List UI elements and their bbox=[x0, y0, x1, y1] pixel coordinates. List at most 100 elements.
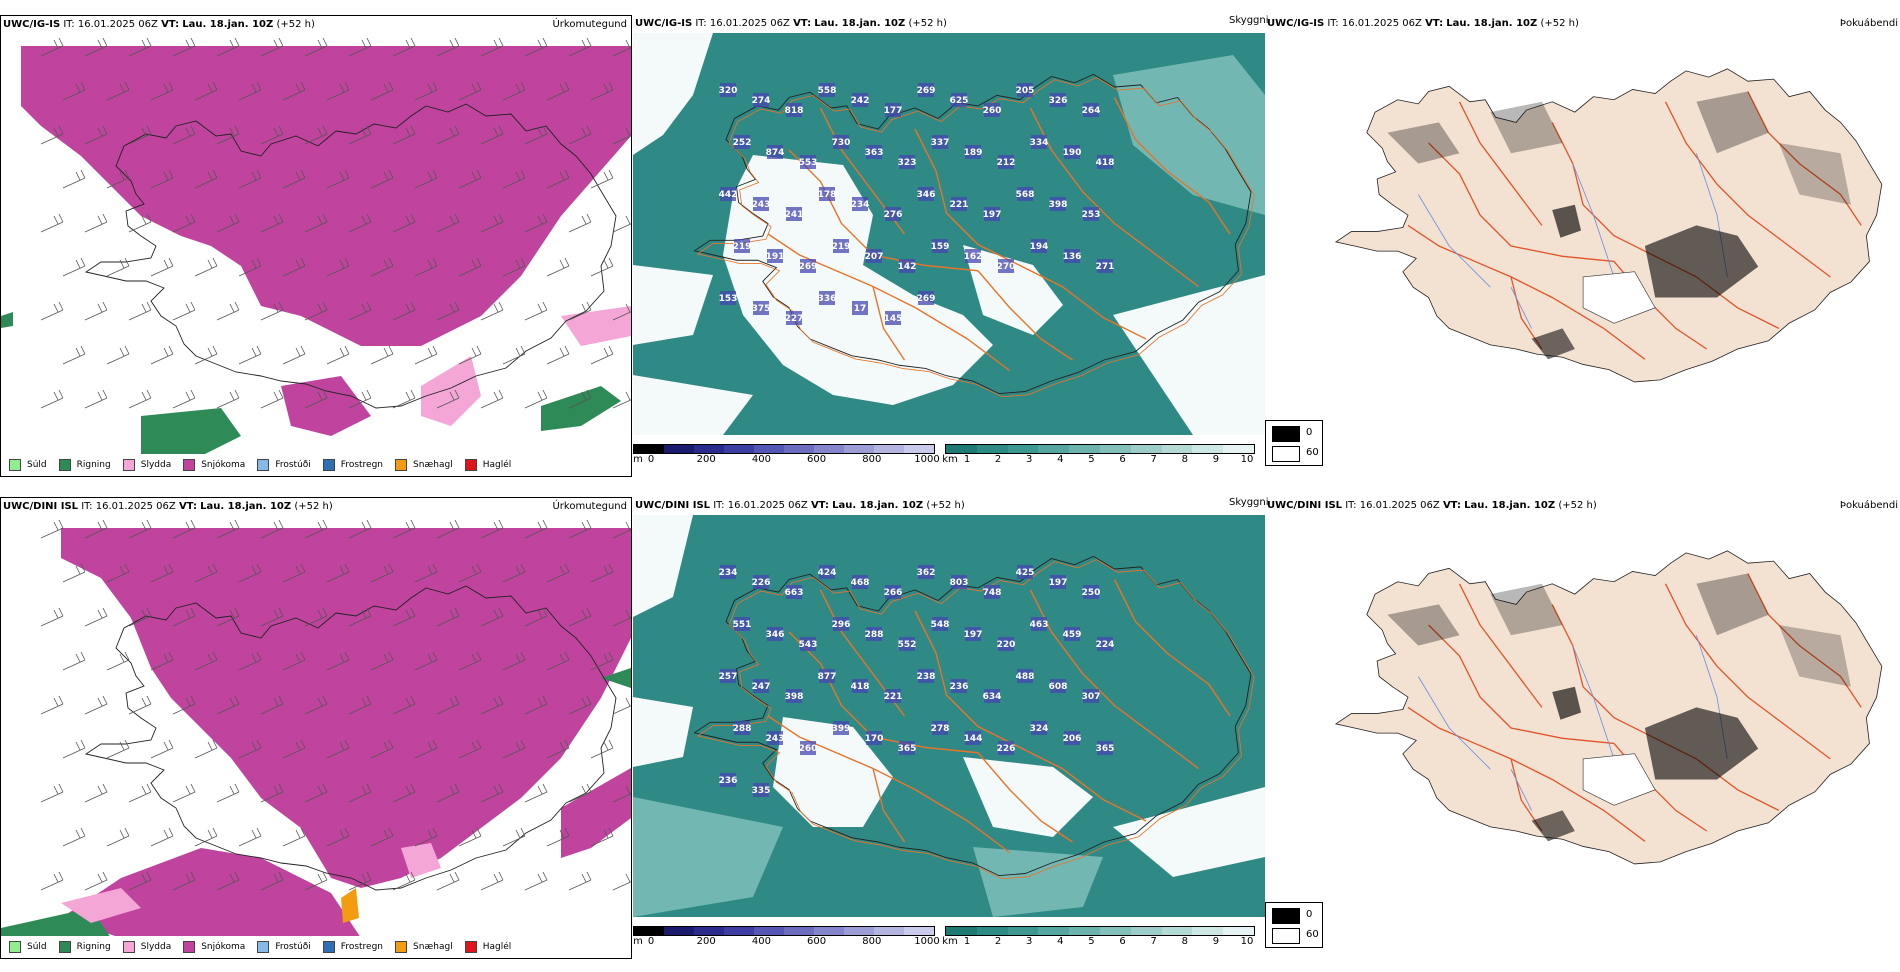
cloud-base-label: 226 bbox=[752, 578, 771, 588]
cloud-base-cell bbox=[786, 311, 802, 325]
cloud-base-label: 375 bbox=[752, 304, 771, 314]
cloud-base-label: 288 bbox=[865, 630, 884, 640]
cloud-base-label: 877 bbox=[818, 672, 837, 682]
cloud-base-label: 346 bbox=[917, 190, 936, 200]
cloud-base-cell bbox=[885, 207, 901, 221]
cloud-base-label: 346 bbox=[766, 630, 785, 640]
cloud-base-label: 336 bbox=[818, 294, 837, 304]
cloud-base-label: 558 bbox=[818, 86, 837, 96]
scale-swatch bbox=[844, 927, 874, 935]
scale-swatch bbox=[694, 445, 724, 453]
cloud-base-label: 418 bbox=[851, 682, 870, 692]
cloud-base-cell bbox=[1050, 679, 1066, 693]
scale-tick-label: 9 bbox=[1212, 454, 1220, 465]
cloud-base-cell bbox=[885, 585, 901, 599]
cloud-base-cell bbox=[998, 259, 1014, 273]
fog-key-swatch-low bbox=[1272, 446, 1300, 462]
scale-swatch bbox=[634, 927, 664, 935]
cloud-visibility-map: 320 274 818 558 242 177 269 625 260 205 326 264 252 8… bbox=[633, 33, 1265, 435]
cloud-base-cell bbox=[1064, 627, 1080, 641]
cloud-base-label: 234 bbox=[851, 200, 870, 210]
cloud-base-label: 323 bbox=[898, 158, 917, 168]
legend-item: Snæhagl bbox=[395, 459, 453, 471]
legend-item: Frostregn bbox=[322, 459, 383, 471]
panel-header: UWC/IG-IS IT: 16.01.2025 06Z VT: Lau. 18… bbox=[3, 19, 315, 30]
cloud-base-label: 634 bbox=[983, 692, 1002, 702]
scale-swatch bbox=[1038, 927, 1070, 935]
cloud-base-label: 276 bbox=[884, 210, 903, 220]
panel-header: UWC/IG-IS IT: 16.01.2025 06Z VT: Lau. 18… bbox=[635, 18, 947, 29]
scale-swatch bbox=[1130, 445, 1162, 453]
legend-label: Slydda bbox=[140, 942, 172, 952]
cloud-base-cell bbox=[786, 207, 802, 221]
cloud-base-cell bbox=[767, 249, 783, 263]
scale-tick-label: 3 bbox=[1026, 936, 1033, 947]
cloud-base-cell bbox=[951, 93, 967, 107]
legend-label: Frostregn bbox=[340, 942, 384, 952]
cloud-base-scale: m 0 200 400 600 800 1000 bbox=[633, 926, 940, 948]
fog-indicator-panel: UWC/IG-IS IT: 16.01.2025 06Z VT: Lau. 18… bbox=[1265, 15, 1900, 485]
scale-bar bbox=[945, 444, 1255, 454]
scale-tick-label: 6 bbox=[1119, 454, 1126, 465]
cloud-base-cell bbox=[965, 145, 981, 159]
legend-item: Snjókoma bbox=[183, 941, 245, 953]
panel-title: Skyggni bbox=[1229, 497, 1269, 508]
cloud-visibility-map: 234 226 663 424 468 266 362 803 748 425 197 250 551 3… bbox=[633, 515, 1265, 917]
cloud-base-label: 250 bbox=[1082, 588, 1101, 598]
fog-key: 0 60 bbox=[1265, 902, 1323, 948]
scale-tick-label: 8 bbox=[1181, 454, 1188, 465]
scale-swatch bbox=[694, 927, 724, 935]
cloud-base-cell bbox=[753, 197, 769, 211]
cloud-base-label: 191 bbox=[766, 252, 785, 262]
fog-key-high-label: 0 bbox=[1306, 427, 1313, 438]
cloud-base-cell bbox=[734, 239, 750, 253]
cloud-base-label: 488 bbox=[1016, 672, 1035, 682]
scale-tick-label: 7 bbox=[1150, 454, 1157, 465]
cloud-base-cell bbox=[720, 565, 736, 579]
cloud-base-label: 551 bbox=[733, 620, 752, 630]
fog-indicator-map bbox=[1334, 550, 1883, 865]
cloud-base-cell bbox=[819, 565, 835, 579]
cloud-base-cell bbox=[918, 565, 934, 579]
scale-swatch bbox=[976, 445, 1008, 453]
cloud-base-cell bbox=[965, 731, 981, 745]
cloud-base-cell bbox=[1031, 617, 1047, 631]
fog-indicator-map bbox=[1334, 68, 1883, 383]
cloud-base-cell bbox=[819, 669, 835, 683]
legend-swatch bbox=[58, 941, 71, 953]
legend-swatch bbox=[464, 459, 477, 471]
scale-tick-label: 1000 bbox=[914, 454, 940, 465]
cloud-base-label: 221 bbox=[884, 692, 903, 702]
scale-unit: m bbox=[633, 454, 643, 465]
cloud-base-cell bbox=[918, 669, 934, 683]
cloud-base-label: 260 bbox=[983, 106, 1002, 116]
cloud-base-cell bbox=[951, 197, 967, 211]
cloud-base-cell bbox=[899, 259, 915, 273]
cloud-base-cell bbox=[951, 679, 967, 693]
scale-tick-label: 7 bbox=[1150, 936, 1157, 947]
scale-swatch bbox=[634, 445, 664, 453]
cloud-base-cell bbox=[1083, 103, 1099, 117]
cloud-base-cell bbox=[852, 679, 868, 693]
cloud-base-cell bbox=[833, 135, 849, 149]
cloud-base-label: 553 bbox=[799, 158, 818, 168]
scale-tick-label: 9 bbox=[1212, 936, 1220, 947]
cloud-base-label: 241 bbox=[785, 210, 804, 220]
legend-item: Slydda bbox=[122, 459, 171, 471]
legend-swatch bbox=[183, 459, 196, 471]
scale-unit: km bbox=[942, 936, 958, 947]
cloud-base-label: 663 bbox=[785, 588, 804, 598]
cloud-base-cell bbox=[1083, 585, 1099, 599]
cloud-base-cell bbox=[1050, 93, 1066, 107]
legend-item: Haglél bbox=[464, 459, 511, 471]
scale-tick-label: 0 bbox=[647, 936, 655, 947]
legend-label: Súld bbox=[27, 460, 47, 470]
cloud-base-cell bbox=[885, 311, 901, 325]
fog-key: 0 60 bbox=[1265, 420, 1323, 466]
legend-label: Snjókoma bbox=[201, 942, 246, 952]
legend-swatch bbox=[122, 459, 135, 471]
cloud-base-cell bbox=[734, 721, 750, 735]
visibility-scale: km 1 2 3 4 5 6 7 8 9 10 bbox=[942, 926, 1255, 948]
cloud-base-label: 552 bbox=[898, 640, 917, 650]
cloud-base-label: 221 bbox=[950, 200, 969, 210]
